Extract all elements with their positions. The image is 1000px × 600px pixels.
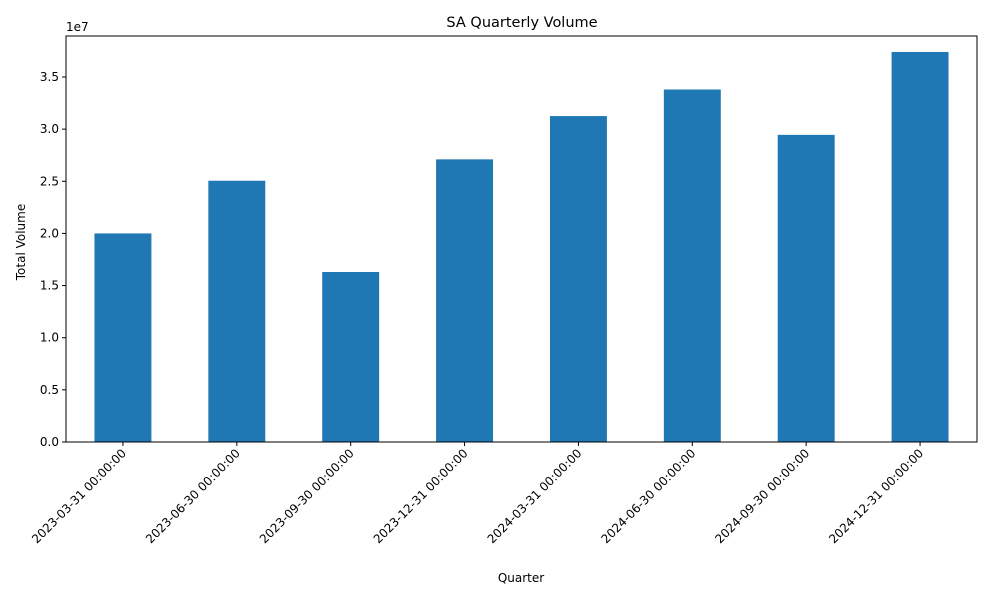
plot-frame [65,35,978,443]
x-tick-label: 2023-03-31 00:00:00 [29,446,129,546]
y-axis-label: Total Volume [14,204,28,281]
y-tick-label: 3.0 [40,122,59,136]
plot-border [65,35,978,443]
bar-2 [208,180,266,442]
bar-1 [94,233,152,442]
y-tick-label: 0.5 [40,383,59,397]
y-tick-label: 2.5 [40,174,59,188]
y-tick-label: 0.0 [40,435,59,449]
x-tick-label: 2023-12-31 00:00:00 [371,446,471,546]
x-axis-ticks: 2023-03-31 00:00:00 2023-06-30 00:00:00 20… [29,442,926,546]
y-offset-label: 1e7 [66,20,89,34]
bars-group [94,51,949,443]
x-axis-label: Quarter [498,571,544,585]
y-tick-label: 1.5 [40,279,59,293]
bar-8 [891,51,949,443]
x-tick-label: 2024-03-31 00:00:00 [485,446,585,546]
bar-6 [663,89,721,442]
x-tick-label: 2024-12-31 00:00:00 [826,446,926,546]
y-tick-label: 3.5 [40,70,59,84]
x-tick-label: 2024-09-30 00:00:00 [712,446,812,546]
y-axis-ticks: 0.0 0.5 1.0 1.5 2.0 2.5 3.0 3.5 [40,70,66,449]
bar-4 [436,159,494,442]
bar-7 [777,134,835,442]
bar-5 [549,116,607,442]
x-tick-label: 2024-06-30 00:00:00 [598,446,698,546]
bar-3 [322,272,380,442]
y-tick-label: 1.0 [40,331,59,345]
chart-title: SA Quarterly Volume [446,15,597,31]
y-tick-label: 2.0 [40,226,59,240]
x-tick-label: 2023-09-30 00:00:00 [257,446,357,546]
x-tick-label: 2023-06-30 00:00:00 [143,446,243,546]
